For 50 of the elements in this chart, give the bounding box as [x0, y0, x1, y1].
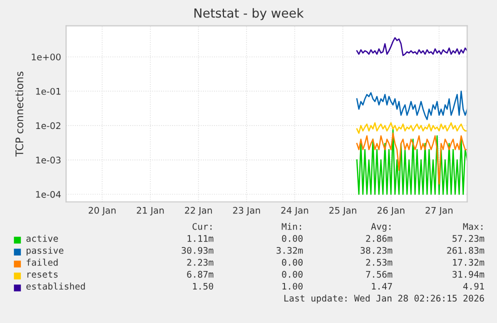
legend-label: established [26, 282, 85, 290]
text: Min: [282, 222, 301, 230]
x-tick-label: 23 Jan [233, 206, 260, 216]
legend-label: resets [27, 271, 58, 278]
y-tick-label: 1e-02 [36, 122, 60, 130]
legend-label: passive [26, 246, 64, 256]
text: 1.11m [188, 235, 214, 242]
line-series [356, 37, 468, 56]
y-tick-label: 1e+00 [32, 54, 61, 60]
chart-title: Netstat - by week [194, 8, 304, 20]
x-tick-label: 20 Jan [88, 206, 116, 216]
text: 261.83m [447, 246, 484, 254]
y-tick-label: 1e-04 [36, 190, 61, 198]
text: 2.53m [366, 258, 392, 266]
line-series [356, 90, 468, 120]
y-tick-label: 1e-01 [36, 88, 60, 95]
text: 1.00 [282, 282, 303, 290]
y-tick-label: 1e-03 [36, 156, 61, 164]
text: Max: [463, 223, 482, 230]
x-tick-label: 26 Jan [378, 206, 404, 216]
text: 1.50 [193, 282, 214, 290]
text: 38.23m [360, 246, 392, 254]
text: 1.47 [372, 282, 392, 290]
legend-label: active [26, 234, 58, 242]
text: 30.93m [182, 246, 214, 254]
text: 3.32m [276, 246, 303, 254]
x-tick-label: 21 Jan [136, 206, 164, 216]
legend-label: failed [26, 258, 58, 266]
line-series [356, 128, 468, 195]
text: 17.32m [453, 258, 484, 266]
text: 31.94m [452, 270, 484, 278]
text: 2.86m [366, 235, 392, 242]
x-tick-label: 27 Jan [426, 206, 452, 216]
x-tick-label: 25 Jan [329, 206, 356, 216]
y-axis-title: TCP connections [15, 72, 24, 157]
text: 2.23m [187, 258, 214, 266]
text: 7.56m [366, 270, 392, 278]
text: 57.23m [452, 235, 484, 242]
line-series [356, 132, 468, 185]
text: Cur: [192, 223, 212, 230]
x-tick-label: 24 Jan [281, 206, 308, 216]
text: Last update: Wed Jan 28 02:26:15 2026 [284, 294, 484, 304]
text: Avg: [371, 223, 390, 232]
text: 4.91 [463, 282, 484, 290]
text: 0.00 [282, 235, 303, 242]
x-tick-label: 22 Jan [184, 206, 212, 216]
text: 0.00 [282, 258, 303, 266]
line-series [356, 122, 468, 134]
text: 6.87m [187, 270, 214, 278]
text: 0.00 [282, 270, 303, 278]
